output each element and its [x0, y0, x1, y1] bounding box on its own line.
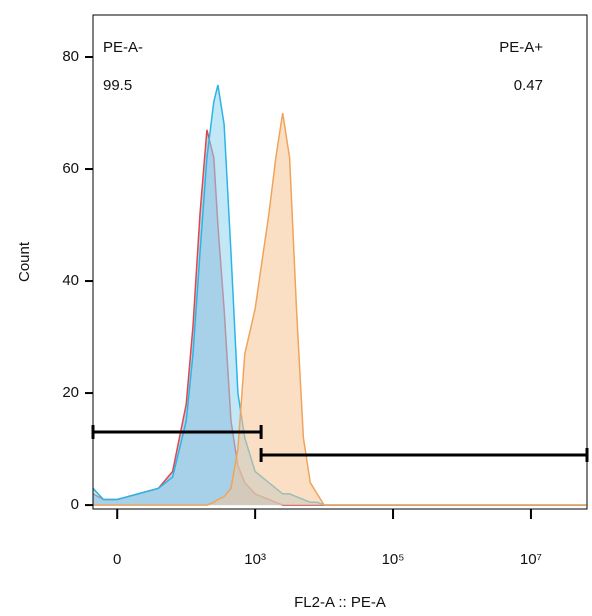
gate-percent: 0.47 [514, 77, 543, 94]
x-tick-label: 10³ [244, 551, 266, 568]
histogram-line [92, 84, 587, 506]
histogram-fill [93, 129, 587, 506]
x-tick-label: 10⁵ [382, 551, 405, 568]
y-tick-label: 0 [71, 496, 79, 513]
x-tick-label: 10⁷ [520, 551, 542, 568]
gate-label: PE-A- [103, 39, 143, 56]
y-tick-label: 40 [62, 272, 79, 289]
histogram-line [92, 129, 587, 506]
gate-label: PE-A+ [499, 39, 543, 56]
x-tick-label: 0 [113, 551, 121, 568]
y-axis-title: Count [16, 241, 33, 282]
histogram-line [93, 112, 587, 506]
histogram-fill [93, 85, 587, 506]
plot-frame [92, 14, 588, 510]
x-axis-title: FL2-A :: PE-A [294, 594, 386, 611]
gate-percent: 99.5 [103, 77, 132, 94]
y-tick-label: 60 [62, 160, 79, 177]
histogram-fill [93, 113, 587, 506]
y-tick-label: 20 [62, 384, 79, 401]
y-tick-label: 80 [62, 48, 79, 65]
